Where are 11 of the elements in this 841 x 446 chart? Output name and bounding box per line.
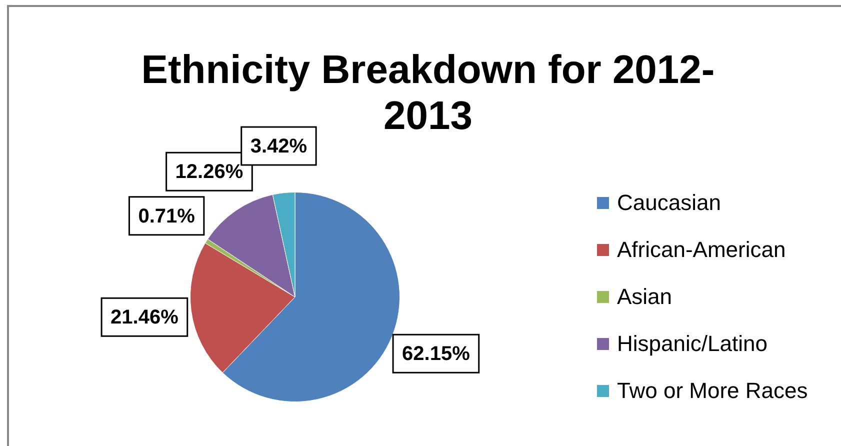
data-label: 0.71% (138, 205, 196, 228)
data-label: 3.42% (250, 136, 308, 158)
data-label: 21.46% (110, 306, 179, 329)
legend-label: Hispanic/Latino (617, 331, 768, 356)
data-label: 62.15% (402, 343, 470, 366)
legend-label: Caucasian (617, 190, 721, 216)
legend-label: African-American (617, 237, 786, 262)
data-label: 12.26% (175, 161, 244, 184)
legend-label: Two or More Races (617, 378, 808, 404)
chart-title: Ethnicity Breakdown for 2012-2013 (141, 48, 715, 138)
legend-label: Asian (617, 284, 672, 310)
